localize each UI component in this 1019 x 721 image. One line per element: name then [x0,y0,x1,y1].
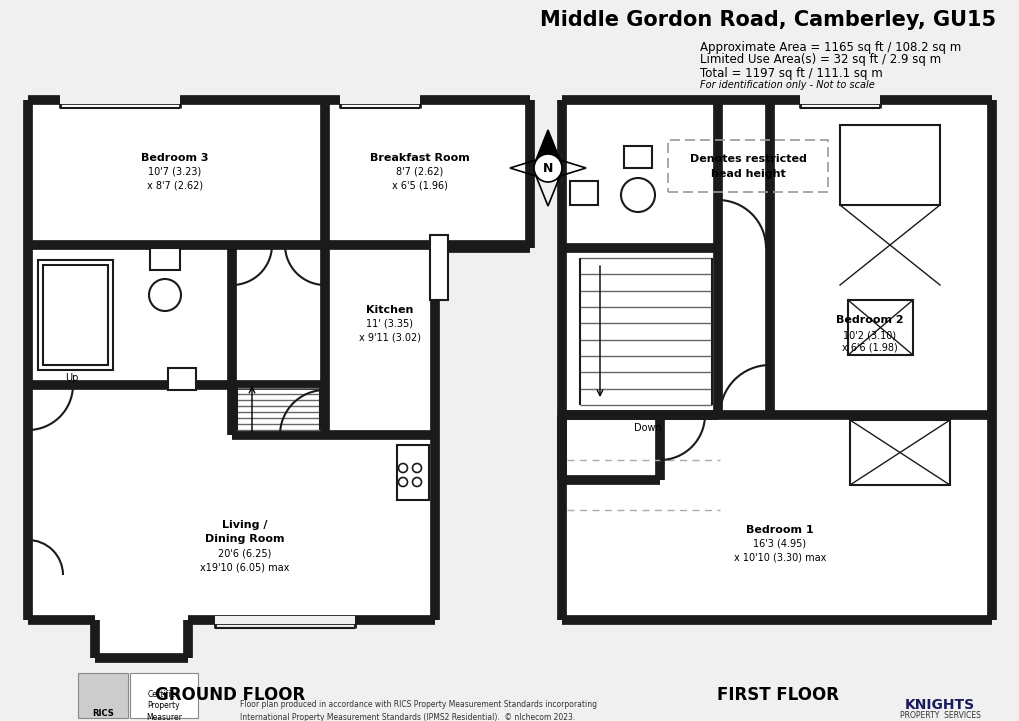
Bar [430,235,447,300]
Bar [60,95,179,104]
Text: x19'10 (6.05) max: x19'10 (6.05) max [200,562,289,572]
Text: Living /: Living / [222,520,268,530]
Text: Limited Use Area(s) = 32 sq ft / 2.9 sq m: Limited Use Area(s) = 32 sq ft / 2.9 sq … [699,53,941,66]
Text: PROPERTY  SERVICES: PROPERTY SERVICES [899,712,979,720]
Text: KNIGHTS: KNIGHTS [904,698,974,712]
Text: x 9'11 (3.02): x 9'11 (3.02) [359,332,421,342]
Text: 10'7 (3.23): 10'7 (3.23) [148,167,202,177]
Text: Denotes restricted: Denotes restricted [689,154,806,164]
Circle shape [149,279,180,311]
Bar [570,181,597,205]
Text: 11' (3.35): 11' (3.35) [366,319,413,329]
Bar [667,140,827,192]
Text: Dining Room: Dining Room [205,534,284,544]
Text: Kitchen: Kitchen [366,305,414,315]
Bar [799,95,879,104]
Bar [215,616,355,624]
Circle shape [534,154,561,182]
Text: x 10'10 (3.30) max: x 10'10 (3.30) max [733,553,825,563]
Text: x 8'7 (2.62): x 8'7 (2.62) [147,180,203,190]
Text: Bedroom 2: Bedroom 2 [836,315,903,325]
Bar [339,95,420,104]
Text: FIRST FLOOR: FIRST FLOOR [716,686,839,704]
Text: Total = 1197 sq ft / 111.1 sq m: Total = 1197 sq ft / 111.1 sq m [699,66,881,79]
Text: x 6'5 (1.96): x 6'5 (1.96) [391,180,447,190]
Bar [847,300,912,355]
Text: Bedroom 3: Bedroom 3 [141,153,209,163]
Text: 8'7 (2.62): 8'7 (2.62) [396,167,443,177]
Text: Up: Up [65,373,78,383]
Text: 20'6 (6.25): 20'6 (6.25) [218,548,271,558]
Bar [840,125,940,205]
Polygon shape [561,100,991,620]
Text: N: N [542,162,552,174]
Text: head height: head height [710,169,785,179]
Text: x 6'6 (1.98): x 6'6 (1.98) [842,343,897,353]
Bar [396,445,429,500]
Bar [849,420,949,485]
Text: Bedroom 1: Bedroom 1 [746,525,813,535]
Text: Floor plan produced in accordance with RICS Property Measurement Standards incor: Floor plan produced in accordance with R… [239,700,596,721]
Text: GROUND FLOOR: GROUND FLOOR [155,686,305,704]
Bar [43,265,108,365]
Bar [168,368,196,390]
Text: Breakfast Room: Breakfast Room [370,153,470,163]
Polygon shape [535,130,559,168]
Bar [150,248,179,270]
Text: Down: Down [634,423,661,433]
Text: 16'3 (4.95): 16'3 (4.95) [753,539,806,549]
Circle shape [621,178,654,212]
Bar [38,260,113,370]
Text: Certified
Property
Measurer: Certified Property Measurer [146,690,181,721]
Text: For identification only - Not to scale: For identification only - Not to scale [699,80,874,90]
Polygon shape [28,100,530,658]
Bar [77,673,127,718]
Text: RICS: RICS [92,709,114,719]
Bar [624,146,651,168]
Bar [129,673,198,718]
Text: 10'2 (3.10): 10'2 (3.10) [843,330,896,340]
Text: Middle Gordon Road, Camberley, GU15: Middle Gordon Road, Camberley, GU15 [539,10,996,30]
Text: Approximate Area = 1165 sq ft / 108.2 sq m: Approximate Area = 1165 sq ft / 108.2 sq… [699,40,960,53]
